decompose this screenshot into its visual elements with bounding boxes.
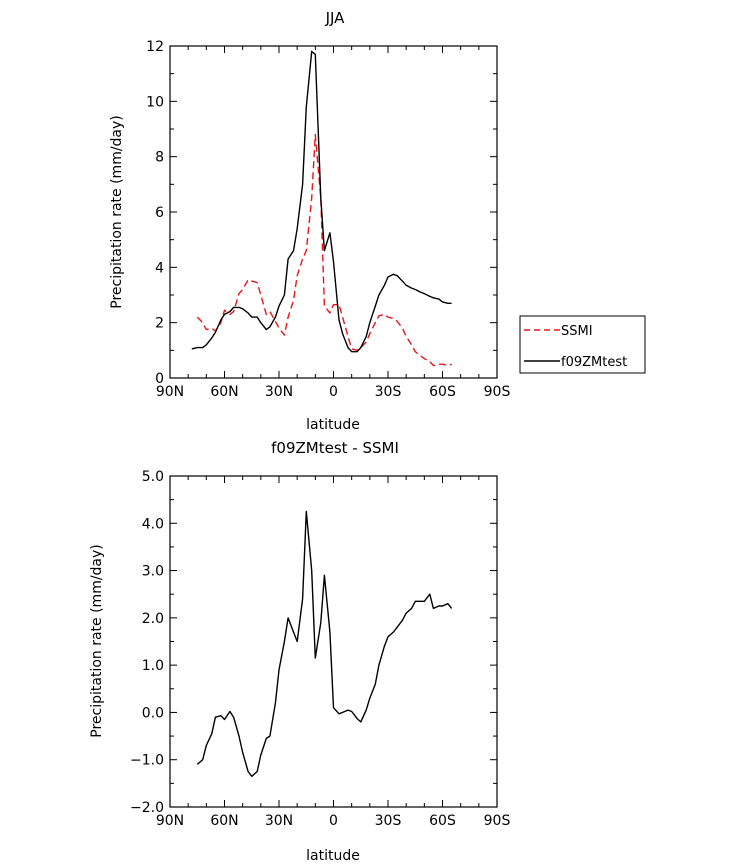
bottom-y-tick-label: −1.0 — [130, 753, 164, 769]
bottom-x-tick-label: 90S — [484, 813, 511, 829]
bottom-x-tick-label: 30N — [265, 813, 293, 829]
top-y-tick-label: 4 — [155, 260, 164, 276]
plot-frame-top — [169, 45, 498, 379]
chart-title-bottom: f09ZMtest - SSMI — [271, 439, 399, 457]
bottom-x-tick-label: 90N — [156, 813, 184, 829]
y-axis-label-bottom: Precipitation rate (mm/day) — [89, 544, 105, 738]
bottom-y-tick-label: 4.0 — [142, 516, 164, 532]
bottom-y-tick-label: 1.0 — [142, 658, 164, 674]
bottom-y-tick-label: 3.0 — [142, 564, 164, 580]
y-axis-label-top: Precipitation rate (mm/day) — [109, 115, 125, 309]
bottom-x-tick-label: 30S — [375, 813, 402, 829]
legend: SSMI f09ZMtest — [519, 315, 646, 374]
top-series-line-f09zmtest — [191, 50, 452, 353]
bottom-x-tick-label: 60N — [210, 813, 238, 829]
top-y-tick-label: 8 — [155, 150, 164, 166]
bottom-y-tick-label: 0.0 — [142, 705, 164, 721]
top-x-tick-label: 30N — [265, 384, 293, 400]
top-x-tick-label: 90N — [156, 384, 184, 400]
bottom-x-tick-label: 60S — [429, 813, 456, 829]
bottom-y-tick-label: 5.0 — [142, 469, 164, 485]
bottom-y-tick-label: −2.0 — [130, 800, 164, 816]
x-axis-label-top: latitude — [306, 417, 360, 433]
top-y-tick-label: 2 — [155, 316, 164, 332]
chart-panel-top: JJA 90N 60N 30N 0 30S 60S 90S 0 2 4 6 8 10 12 latitud… — [109, 9, 510, 433]
top-y-tick-label: 10 — [146, 94, 164, 110]
top-x-tick-label: 90S — [484, 384, 511, 400]
x-axis-label-bottom: latitude — [306, 848, 360, 864]
legend-label-ssmi: SSMI — [561, 324, 593, 339]
top-y-tick-label: 0 — [155, 371, 164, 387]
top-x-tick-label: 0 — [329, 384, 338, 400]
chart-title-top: JJA — [325, 9, 346, 27]
legend-box — [519, 315, 646, 374]
top-x-tick-label: 60S — [429, 384, 456, 400]
top-series-line-ssmi — [196, 133, 452, 367]
bottom-x-tick-label: 0 — [329, 813, 338, 829]
bottom-y-tick-label: 2.0 — [142, 611, 164, 627]
chart-panel-bottom: f09ZMtest - SSMI 90N 60N 30N 0 30S 60S 90S −2.0… — [89, 439, 510, 864]
top-y-tick-label: 12 — [146, 39, 164, 55]
top-y-tick-label: 6 — [155, 205, 164, 221]
top-x-tick-label: 60N — [210, 384, 238, 400]
bottom-series-line-0 — [196, 510, 453, 777]
plot-frame-bottom — [169, 475, 498, 808]
top-x-tick-label: 30S — [375, 384, 402, 400]
legend-label-f09zmtest: f09ZMtest — [561, 355, 627, 370]
